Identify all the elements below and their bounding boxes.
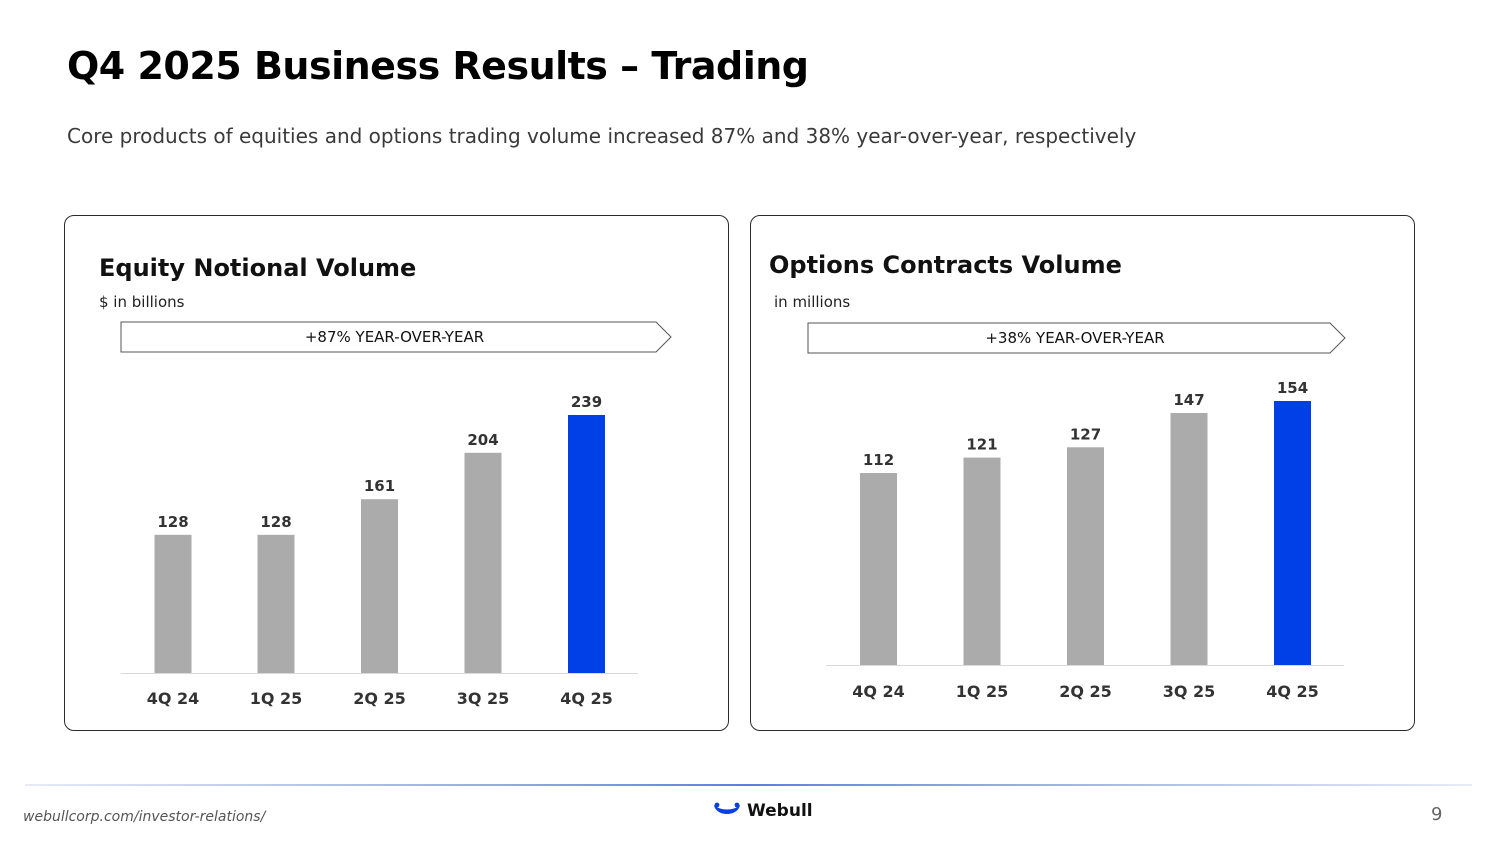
webull-logo-text: Webull: [747, 801, 813, 821]
options-growth-banner-shape: [807, 322, 1346, 354]
options-data-label: 112: [863, 451, 894, 469]
options-bar: [860, 473, 897, 665]
options-category-label: 2Q 25: [1059, 682, 1112, 701]
options-bar: [1067, 447, 1104, 665]
equity-category-label: 2Q 25: [353, 689, 406, 708]
options-category-label: 1Q 25: [956, 682, 1009, 701]
equity-data-label: 204: [467, 431, 498, 449]
equity-category-label: 1Q 25: [250, 689, 303, 708]
options-growth-banner: +38% YEAR-OVER-YEAR: [985, 329, 1164, 347]
equity-growth-banner: +87% YEAR-OVER-YEAR: [305, 328, 484, 346]
equity-data-label: 128: [260, 513, 291, 531]
equity-bar: [464, 452, 502, 673]
equity-category-label: 4Q 25: [560, 689, 613, 708]
options-unit-label: in millions: [774, 293, 851, 311]
equity-bar: [154, 534, 192, 673]
options-data-label: 147: [1173, 391, 1204, 409]
options-data-label: 121: [966, 436, 997, 454]
webull-logo-icon: [714, 802, 740, 814]
options-category-label: 3Q 25: [1163, 682, 1216, 701]
webull-logo: Webull: [712, 801, 813, 821]
equity-growth-banner-shape: [120, 321, 672, 353]
options-category-label: 4Q 24: [852, 682, 905, 701]
options-volume-panel: Options Contracts Volume in millions +38…: [750, 215, 1415, 731]
equity-bar: [568, 415, 605, 673]
equity-category-label: 3Q 25: [457, 689, 510, 708]
options-category-label: 4Q 25: [1266, 682, 1319, 701]
page-number: 9: [1431, 804, 1443, 825]
footer-url: webullcorp.com/investor-relations/: [23, 809, 266, 825]
options-bar: [1170, 413, 1208, 665]
options-bar: [963, 457, 1001, 665]
equity-chart-title: Equity Notional Volume: [99, 254, 417, 282]
equity-data-label: 239: [571, 393, 602, 411]
options-bar: [1274, 401, 1311, 665]
equity-bar: [257, 534, 295, 673]
options-bar-chart: +38% YEAR-OVER-YEAR 112 4Q 24 121 1Q 25 127 2Q…: [807, 322, 1346, 701]
slide-subtitle: Core products of equities and options tr…: [67, 124, 1137, 148]
options-chart-title: Options Contracts Volume: [769, 251, 1122, 279]
equity-unit-label: $ in billions: [99, 293, 185, 311]
equity-volume-panel: Equity Notional Volume $ in billions +87…: [64, 215, 729, 731]
equity-data-label: 128: [157, 513, 188, 531]
equity-bar-chart: +87% YEAR-OVER-YEAR 128 4Q 24 128 1Q 25 161 2Q…: [120, 321, 672, 708]
footer-divider: [25, 784, 1472, 786]
slide-title: Q4 2025 Business Results – Trading: [67, 44, 809, 88]
equity-category-label: 4Q 24: [147, 689, 200, 708]
equity-bar: [361, 499, 398, 673]
options-data-label: 127: [1070, 425, 1101, 443]
equity-data-label: 161: [364, 477, 395, 495]
options-data-label: 154: [1277, 379, 1308, 397]
